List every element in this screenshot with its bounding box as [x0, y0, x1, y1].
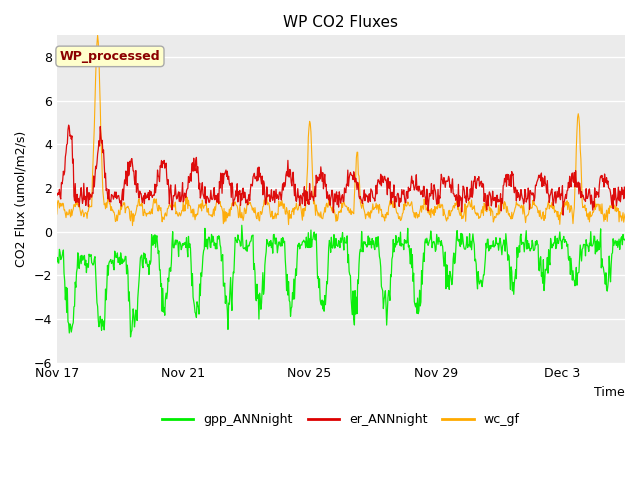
Legend: gpp_ANNnight, er_ANNnight, wc_gf: gpp_ANNnight, er_ANNnight, wc_gf	[157, 408, 525, 431]
Text: WP_processed: WP_processed	[60, 50, 160, 63]
X-axis label: Time: Time	[595, 386, 625, 399]
Y-axis label: CO2 Flux (umol/m2/s): CO2 Flux (umol/m2/s)	[15, 131, 28, 267]
Title: WP CO2 Fluxes: WP CO2 Fluxes	[284, 15, 398, 30]
